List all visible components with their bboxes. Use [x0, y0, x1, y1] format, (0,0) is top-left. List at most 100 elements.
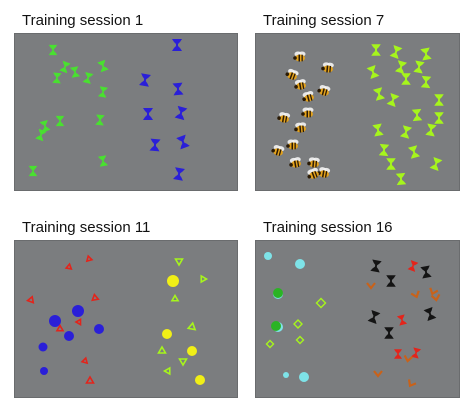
green-triangle-icon: [162, 366, 171, 376]
lime-flower-icon: [425, 123, 437, 137]
brown-chevron-icon: [407, 379, 417, 388]
yellow-disc-icon: [162, 329, 172, 339]
lime-flower-icon: [378, 143, 390, 157]
brown-chevron-icon: [429, 287, 439, 296]
bee-icon: [285, 68, 299, 81]
green-diamond-icon: [265, 339, 275, 349]
lime-flower-icon: [413, 60, 425, 74]
blue-flower-icon: [149, 138, 161, 152]
red-flower-icon: [407, 260, 419, 272]
yellow-disc-icon: [195, 375, 205, 385]
green-triangle-icon: [186, 321, 197, 331]
panel-title-session-16: Training session 16: [263, 219, 393, 236]
brown-chevron-icon: [373, 370, 383, 378]
black-flower-icon: [423, 307, 437, 321]
blue-flower-icon: [173, 167, 185, 181]
brown-chevron-icon: [430, 293, 441, 302]
green-triangle-icon: [174, 258, 184, 267]
green-triangle-icon: [157, 345, 167, 354]
bee-icon: [321, 62, 334, 73]
bee-icon: [271, 145, 285, 156]
panel-session-11-canvas: [25, 254, 209, 385]
red-flower-icon: [396, 314, 408, 326]
blue-disc-icon: [94, 324, 104, 334]
yellow-disc-icon: [187, 346, 197, 356]
red-triangle-icon: [74, 318, 82, 326]
bee-icon: [302, 91, 314, 102]
panel-session-16: [255, 240, 460, 398]
green-flower-icon: [35, 128, 47, 142]
lime-flower-icon: [420, 47, 432, 61]
green-diamond-icon: [295, 335, 305, 345]
green-flower-icon: [55, 115, 65, 127]
brown-chevron-icon: [366, 282, 376, 290]
red-flower-icon: [394, 349, 402, 359]
cyan-disc-icon: [264, 252, 272, 260]
green-flower-icon: [28, 165, 38, 177]
lime-flower-icon: [411, 108, 423, 122]
black-flower-icon: [367, 310, 381, 324]
green-flower-icon: [69, 66, 81, 78]
blue-disc-icon: [49, 315, 61, 327]
black-flower-icon: [370, 259, 382, 273]
bee-icon: [277, 112, 291, 123]
panel-session-1-canvas: [28, 39, 190, 181]
yellow-disc-icon: [167, 275, 179, 287]
green-triangle-icon: [200, 274, 209, 284]
green-disc-icon: [271, 321, 281, 331]
lime-flower-icon: [372, 123, 384, 137]
bee-icon: [293, 51, 306, 62]
bee-icon: [294, 122, 307, 133]
lime-flower-icon: [386, 158, 396, 170]
green-flower-icon: [52, 72, 62, 84]
blue-flower-icon: [143, 108, 153, 120]
lime-flower-icon: [401, 73, 411, 85]
red-triangle-icon: [55, 323, 65, 332]
lime-flower-icon: [420, 75, 432, 89]
black-flower-icon: [420, 265, 432, 279]
lime-flower-icon: [372, 87, 386, 101]
blue-disc-icon: [40, 367, 48, 375]
cyan-disc-icon: [299, 372, 309, 382]
red-triangle-icon: [25, 295, 35, 304]
green-diamond-icon: [315, 297, 327, 309]
green-triangle-icon: [178, 358, 188, 367]
blue-disc-icon: [38, 342, 48, 352]
bee-icon: [307, 167, 319, 179]
blue-flower-icon: [176, 134, 190, 150]
red-triangle-icon: [64, 262, 73, 270]
green-triangle-icon: [170, 293, 180, 302]
panel-title-session-11: Training session 11: [22, 219, 151, 236]
panel-title-session-7: Training session 7: [263, 12, 385, 29]
bee-icon: [317, 167, 331, 178]
cyan-disc-icon: [283, 372, 289, 378]
green-flower-icon: [82, 71, 94, 85]
green-flower-icon: [97, 155, 109, 167]
green-flower-icon: [97, 59, 109, 73]
bee-icon: [289, 157, 301, 168]
red-triangle-icon: [91, 292, 100, 302]
lime-flower-icon: [399, 125, 413, 139]
green-diamond-icon: [293, 319, 303, 329]
green-flower-icon: [39, 119, 51, 133]
lime-flower-icon: [371, 44, 381, 56]
lime-flower-icon: [389, 45, 403, 59]
green-flower-icon: [59, 60, 71, 74]
bee-icon: [301, 107, 314, 118]
green-flower-icon: [95, 114, 105, 126]
bee-icon: [294, 79, 306, 90]
panel-session-11: [14, 240, 238, 398]
green-disc-icon: [273, 288, 283, 298]
lime-flower-icon: [434, 112, 444, 124]
blue-flower-icon: [174, 105, 188, 121]
panel-session-16-canvas: [264, 252, 441, 388]
brown-chevron-icon: [410, 290, 420, 299]
red-triangle-icon: [80, 356, 89, 365]
blue-flower-icon: [172, 82, 184, 96]
bee-icon: [317, 85, 331, 96]
panel-session-7: [255, 33, 460, 191]
brown-chevron-icon: [403, 354, 414, 363]
green-flower-icon: [48, 44, 58, 56]
panel-session-7-canvas: [271, 44, 444, 186]
red-triangle-icon: [85, 375, 95, 384]
